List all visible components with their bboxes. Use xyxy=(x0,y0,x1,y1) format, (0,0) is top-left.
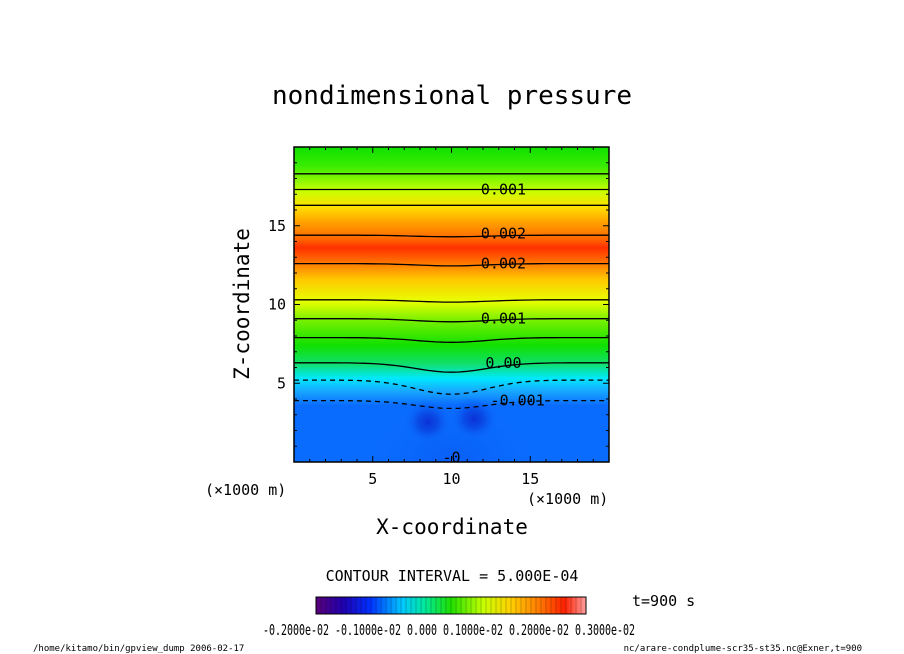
pressure-low-left xyxy=(404,400,452,444)
colorbar-tick-labels: -0.2000e-02 -0.1000e-02 0.000 0.1000e-02… xyxy=(263,621,635,639)
contour-line-10 xyxy=(294,399,609,410)
y-axis-unit: (×1000 m) xyxy=(205,481,286,499)
contour-labels: 0.001 0.002 0.002 0.001 0.00 -0.001 -0 xyxy=(442,181,545,466)
contour-label-6: -0 xyxy=(442,448,460,466)
contour-line-6 xyxy=(294,318,609,323)
contour-label-2: 0.002 xyxy=(481,255,526,273)
contour-line-7 xyxy=(294,336,609,343)
x-tick-label-0: 5 xyxy=(368,470,377,488)
colorbar-ticks xyxy=(320,597,582,614)
x-axis-unit: (×1000 m) xyxy=(527,490,608,508)
pressure-low-right xyxy=(450,397,498,441)
contour-line-9 xyxy=(294,379,609,395)
contour-label-1: 0.002 xyxy=(481,225,526,243)
contour-label-3: 0.001 xyxy=(481,310,526,328)
contour-label-0: 0.001 xyxy=(481,181,526,199)
x-tick-label-2: 15 xyxy=(521,470,539,488)
plume-bubble xyxy=(356,394,548,462)
y-tick-label-1: 10 xyxy=(268,296,286,314)
colorbar xyxy=(315,596,587,615)
contour-line-3 xyxy=(294,234,609,238)
y-axis-ticks: 5 10 15 xyxy=(268,162,609,447)
x-axis-label: X-coordinate xyxy=(376,515,528,539)
contour-line-5 xyxy=(294,299,609,303)
contour-label-4: 0.00 xyxy=(485,354,521,372)
x-axis-ticks: 5 10 15 xyxy=(309,147,594,488)
y-axis-label: Z-coordinate xyxy=(230,228,254,380)
contour-lines xyxy=(294,173,609,410)
contour-interval-label: CONTOUR INTERVAL = 5.000E-04 xyxy=(326,567,579,585)
plot-area: 0.001 0.002 0.002 0.001 0.00 -0.001 -0 xyxy=(294,147,609,466)
time-label: t=900 s xyxy=(632,592,695,610)
contour-line-8 xyxy=(294,362,609,373)
footer-right: nc/arare-condplume-scr35-st35.nc@Exner,t… xyxy=(624,644,862,654)
y-tick-label-0: 5 xyxy=(277,374,286,392)
x-tick-label-1: 10 xyxy=(442,470,460,488)
footer-left: /home/kitamo/bin/gpview_dump 2006-02-17 xyxy=(33,644,244,654)
contour-line-4 xyxy=(294,262,609,267)
y-tick-label-2: 15 xyxy=(268,217,286,235)
contour-label-5: -0.001 xyxy=(491,392,545,410)
chart-title: nondimensional pressure xyxy=(272,81,632,111)
